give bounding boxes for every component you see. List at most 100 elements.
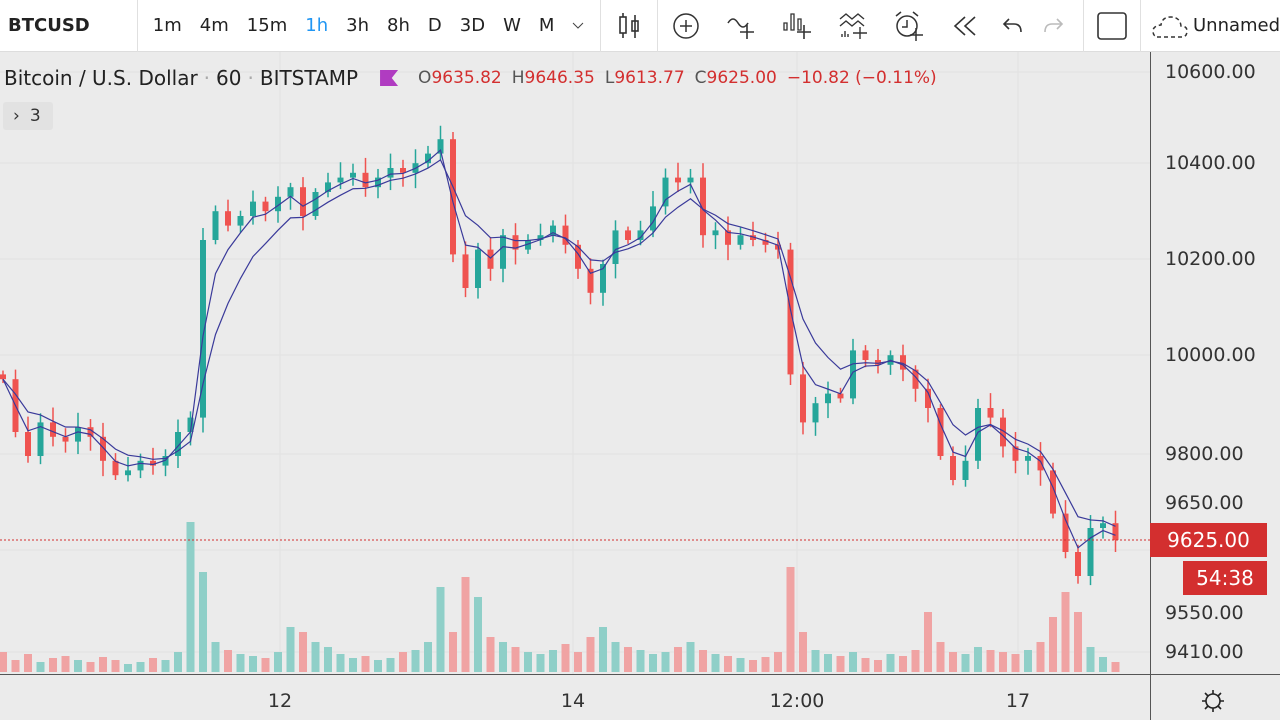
candle-body — [125, 470, 131, 476]
volume-bar — [961, 654, 970, 672]
volume-bar — [536, 654, 545, 672]
volume-bar — [999, 652, 1007, 672]
volume-bar — [849, 652, 857, 672]
candle-body — [512, 235, 519, 250]
volume-bar — [149, 658, 157, 672]
candle-body — [25, 432, 31, 456]
candle-body — [312, 192, 319, 216]
volume-bar — [399, 652, 407, 672]
candle-body — [975, 408, 981, 461]
candle-body — [737, 235, 744, 245]
candle-body — [650, 206, 656, 231]
alert-clock-icon[interactable] — [881, 0, 937, 52]
volume-bar — [286, 627, 295, 672]
candle-body — [825, 393, 831, 404]
volume-bar — [386, 658, 395, 672]
volume-bar — [24, 654, 32, 672]
volume-bar — [486, 637, 495, 672]
interval-1m[interactable]: 1m — [152, 15, 182, 36]
candle-body — [187, 417, 194, 432]
volume-bar — [686, 642, 695, 672]
volume-bar — [274, 652, 282, 672]
candle-body — [525, 240, 531, 250]
candle-body — [425, 153, 431, 164]
candle-body — [75, 427, 81, 442]
chevron-right-icon: › — [13, 106, 20, 126]
indicators-icon[interactable] — [714, 0, 770, 52]
candle-body — [200, 240, 206, 418]
interval-1h[interactable]: 1h — [305, 15, 329, 36]
candle-body — [1087, 528, 1094, 576]
candle-body — [362, 172, 369, 188]
volume-bar — [574, 652, 582, 672]
interval-W[interactable]: W — [503, 15, 521, 36]
time-label: 12:00 — [769, 690, 825, 712]
price-label: 10000.00 — [1165, 344, 1256, 366]
volume-bar — [861, 658, 870, 672]
candle-body — [812, 403, 819, 423]
financials-icon[interactable] — [769, 0, 825, 52]
volume-bar — [749, 660, 757, 672]
volume-bar — [611, 642, 620, 672]
interval-M[interactable]: M — [538, 15, 555, 36]
volume-bar — [161, 660, 170, 672]
settings-gear-icon[interactable] — [1200, 688, 1226, 714]
symbol-legend: Bitcoin / U.S. Dollar · 60 · BITSTAMP O963… — [4, 66, 937, 90]
volume-bar — [449, 632, 457, 672]
templates-icon[interactable] — [825, 0, 881, 52]
candle-body — [987, 408, 994, 418]
price-chart[interactable] — [0, 52, 1150, 674]
volume-bar — [799, 632, 807, 672]
volume-bar — [111, 660, 120, 672]
redo-icon[interactable] — [1033, 0, 1073, 52]
symbol-search-button[interactable]: BTCUSD — [8, 15, 90, 36]
candle-body — [300, 187, 306, 216]
interval-D[interactable]: D — [427, 15, 442, 36]
volume-bar — [11, 660, 20, 672]
candle-body — [637, 230, 644, 240]
intervals-dropdown-chevron-icon[interactable] — [563, 0, 592, 52]
candle-style-icon[interactable] — [601, 0, 657, 52]
volume-bar — [1049, 617, 1057, 672]
indicators-toggle-button[interactable]: › 3 — [3, 102, 53, 130]
volume-bar — [886, 654, 895, 672]
interval-3h[interactable]: 3h — [346, 15, 369, 36]
flag-icon[interactable] — [380, 70, 399, 86]
candle-body — [387, 168, 394, 178]
price-label: 10400.00 — [1165, 152, 1256, 174]
volume-bar — [561, 644, 570, 672]
volume-bar — [424, 642, 432, 672]
volume-bar — [1024, 650, 1032, 672]
change-value: −10.82 (−0.11%) — [786, 68, 937, 88]
save-layout-button[interactable]: Unnamed — [1141, 0, 1280, 52]
last-price-badge: 9625.00 — [1150, 523, 1267, 557]
fullscreen-icon[interactable] — [1084, 0, 1140, 52]
volume-bar — [649, 654, 657, 672]
candle-body — [800, 374, 806, 423]
candle-body — [575, 244, 581, 269]
interval-4m[interactable]: 4m — [199, 15, 229, 36]
replay-rewind-icon[interactable] — [937, 0, 993, 52]
volume-bar — [0, 652, 7, 672]
interval-15m[interactable]: 15m — [246, 15, 288, 36]
divider — [656, 0, 658, 52]
undo-icon[interactable] — [993, 0, 1033, 52]
interval-3D[interactable]: 3D — [459, 15, 486, 36]
candle-body — [550, 225, 556, 236]
candle-body — [962, 460, 969, 480]
price-axis-border — [1150, 52, 1151, 720]
volume-bar — [474, 597, 482, 672]
candle-body — [37, 422, 44, 456]
candle-body — [150, 460, 156, 466]
time-label: 17 — [1005, 690, 1031, 712]
volume-bar — [724, 656, 732, 672]
volume-bar — [199, 572, 207, 672]
candle-body — [700, 177, 706, 236]
legend-exchange: BITSTAMP — [259, 66, 359, 90]
compare-add-icon[interactable] — [658, 0, 714, 52]
candle-body — [612, 230, 619, 264]
volume-bar — [811, 650, 820, 672]
interval-8h[interactable]: 8h — [387, 15, 410, 36]
candle-body — [375, 177, 381, 188]
price-label: 9650.00 — [1165, 492, 1244, 514]
